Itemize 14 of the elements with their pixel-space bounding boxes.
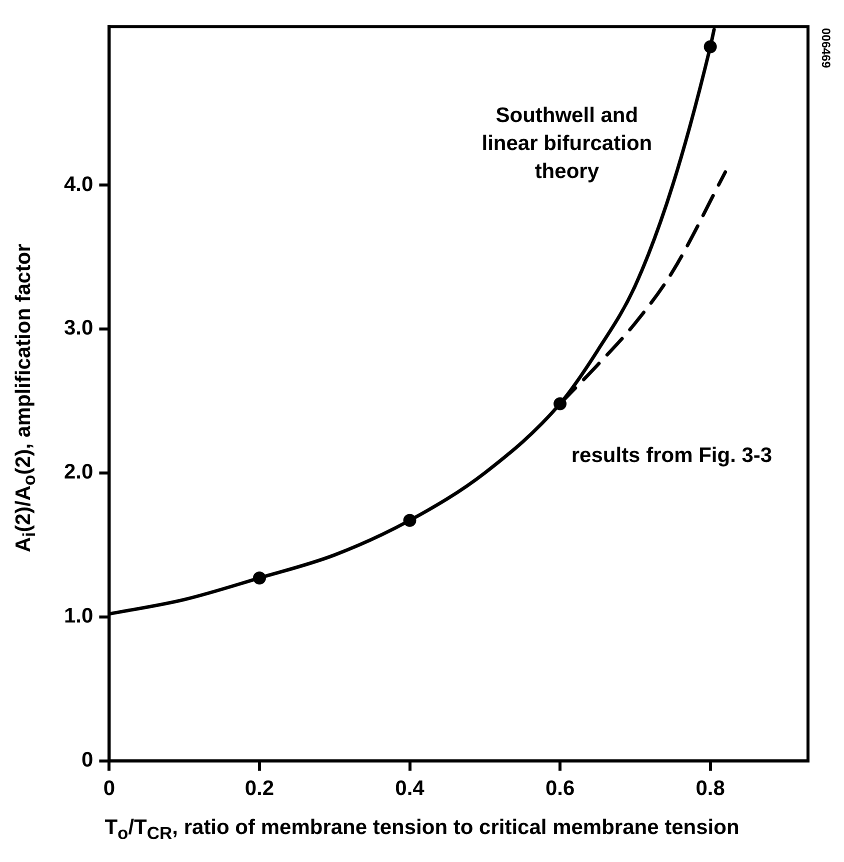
- y-tick-label: 3.0: [64, 316, 94, 340]
- text: 006469: [819, 28, 833, 68]
- y-tick-label: 4.0: [64, 172, 94, 196]
- x-tick-label: 0.4: [395, 777, 425, 800]
- y-tick-label: 1.0: [64, 604, 94, 628]
- y-tick-label: 0: [82, 748, 94, 772]
- x-tick-label: 0.6: [545, 777, 575, 800]
- x-tick-label: 0.2: [244, 777, 274, 800]
- y-tick-label: 2.0: [64, 460, 94, 484]
- annotation: results from Fig. 3-3: [571, 444, 772, 467]
- x-axis-title: T$_{o}$/T$_{CR}$, ratio of membrane tension to critical membrane tension: [104, 816, 740, 844]
- x-tick-label: 0.8: [696, 777, 726, 800]
- x-tick-label: 0: [103, 777, 116, 800]
- annotation: Southwell and linear bifurcation theory: [482, 104, 652, 183]
